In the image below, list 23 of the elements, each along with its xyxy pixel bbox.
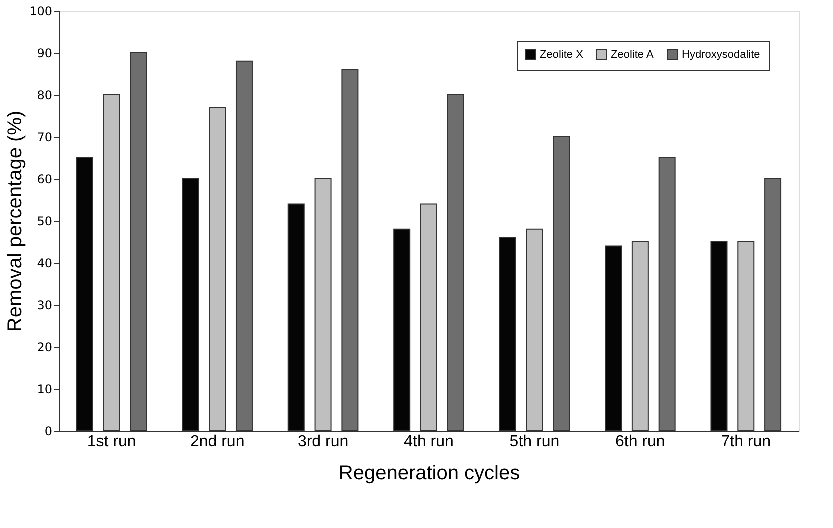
y-axis-title: Removal percentage (%) bbox=[4, 110, 27, 332]
y-tick-label: 10 bbox=[37, 382, 52, 396]
x-tick-label: 3rd run bbox=[298, 434, 349, 450]
y-tick-label: 100 bbox=[30, 4, 52, 18]
y-tick-label: 50 bbox=[37, 214, 52, 228]
y-tick-label: 0 bbox=[44, 424, 52, 438]
legend-label: Zeolite A bbox=[611, 48, 654, 61]
y-tick-label: 30 bbox=[37, 298, 52, 312]
x-tick-label: 7th run bbox=[721, 434, 772, 450]
y-tick-label: 90 bbox=[37, 46, 52, 60]
y-tick-label: 80 bbox=[37, 88, 52, 102]
x-tick-label: 2nd run bbox=[190, 434, 245, 450]
x-tick-label: 1st run bbox=[87, 434, 136, 450]
x-axis-title: Regeneration cycles bbox=[338, 462, 520, 484]
legend-label: Zeolite X bbox=[540, 48, 584, 61]
y-tick-label: 70 bbox=[37, 130, 52, 144]
x-tick-label: 5th run bbox=[510, 434, 560, 450]
legend-label: Hydroxysodalite bbox=[682, 48, 760, 61]
y-tick-label: 40 bbox=[37, 256, 52, 270]
y-tick-label: 20 bbox=[37, 340, 52, 354]
y-tick-label: 60 bbox=[37, 172, 52, 186]
x-tick-label: 4th run bbox=[404, 434, 454, 450]
x-tick-label: 6th run bbox=[616, 434, 666, 450]
